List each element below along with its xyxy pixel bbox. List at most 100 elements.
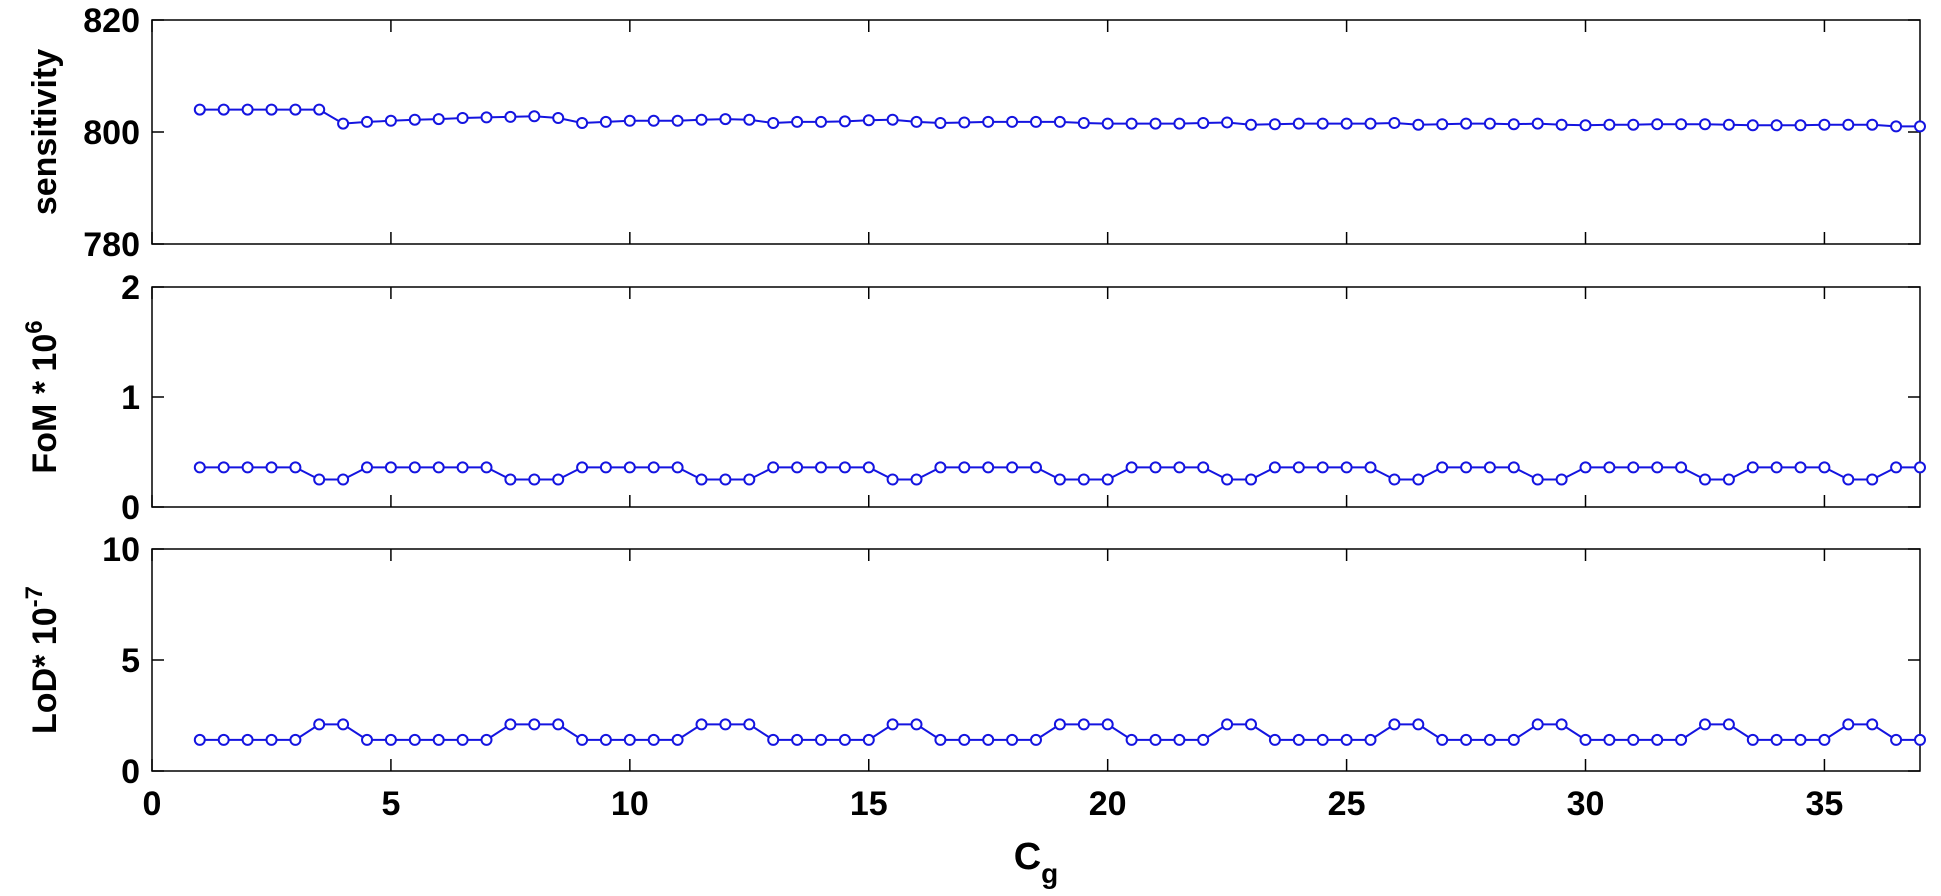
data-point xyxy=(1125,733,1138,746)
data-point xyxy=(504,718,517,731)
data-point xyxy=(910,718,923,731)
y-axis-label: sensitivity xyxy=(26,49,64,215)
data-point xyxy=(1316,461,1329,474)
y-tick-label: 800 xyxy=(83,114,140,152)
data-point xyxy=(1053,718,1066,731)
data-point xyxy=(313,473,326,486)
y-tick-label: 5 xyxy=(121,642,140,680)
data-point xyxy=(1699,718,1711,731)
data-point xyxy=(886,473,899,486)
data-point xyxy=(1030,115,1042,128)
data-point xyxy=(1914,461,1926,474)
data-point xyxy=(552,718,565,731)
data-point xyxy=(815,461,827,474)
data-point xyxy=(1866,473,1879,486)
data-point xyxy=(1483,733,1496,746)
data-point xyxy=(265,103,278,116)
data-point xyxy=(1818,733,1831,746)
data-point xyxy=(1699,118,1711,131)
data-point xyxy=(743,718,756,731)
data-point xyxy=(1531,117,1544,130)
data-point xyxy=(934,117,947,129)
data-point xyxy=(719,473,732,486)
data-point xyxy=(289,103,302,116)
data-point xyxy=(241,733,254,746)
data-point xyxy=(1507,733,1520,746)
data-point xyxy=(1890,733,1903,746)
data-point xyxy=(1173,461,1186,474)
data-point xyxy=(1818,118,1831,131)
data-point xyxy=(1006,461,1019,474)
data-point xyxy=(265,461,278,474)
y-tick-label: 780 xyxy=(83,226,140,264)
data-point xyxy=(1436,733,1449,746)
data-point xyxy=(408,733,421,746)
data-point xyxy=(671,461,684,474)
data-point xyxy=(241,461,254,474)
data-point xyxy=(934,733,947,746)
data-point xyxy=(1627,118,1640,131)
data-point xyxy=(623,733,636,746)
data-point xyxy=(1890,461,1903,474)
data-point xyxy=(1245,718,1257,731)
x-axis-label: Cg xyxy=(1014,836,1059,889)
axes-box xyxy=(151,286,1921,508)
data-point xyxy=(1555,118,1568,131)
data-point xyxy=(1268,733,1281,746)
data-point xyxy=(1173,117,1186,130)
data-point xyxy=(1006,115,1019,128)
data-point xyxy=(1890,120,1903,133)
data-point xyxy=(1603,733,1616,746)
data-point xyxy=(1842,118,1855,131)
data-point xyxy=(599,733,612,746)
data-point xyxy=(1221,718,1234,731)
data-point xyxy=(671,114,684,127)
data-point xyxy=(217,733,230,746)
data-point xyxy=(408,113,421,126)
x-tick-label: 5 xyxy=(381,785,400,823)
data-point xyxy=(1340,117,1353,130)
data-point xyxy=(1388,718,1401,731)
x-tick-label: 25 xyxy=(1328,785,1366,823)
data-point xyxy=(838,733,851,746)
data-point xyxy=(1699,473,1711,486)
data-point xyxy=(552,473,565,486)
x-tick-label: 15 xyxy=(850,785,888,823)
data-point xyxy=(1746,461,1759,474)
data-point xyxy=(982,115,995,128)
data-point xyxy=(958,733,971,746)
data-point xyxy=(1030,461,1042,474)
x-tick-label: 35 xyxy=(1806,785,1844,823)
y-tick-label: 10 xyxy=(102,531,140,569)
y-tick-label: 2 xyxy=(121,269,140,307)
data-point xyxy=(193,103,206,116)
data-point xyxy=(1125,117,1138,130)
data-point xyxy=(1627,733,1640,746)
data-point xyxy=(1101,117,1114,130)
data-point xyxy=(1651,118,1664,131)
data-point xyxy=(1722,118,1735,131)
data-point xyxy=(647,114,660,127)
data-point xyxy=(1675,733,1688,746)
data-point xyxy=(791,733,804,746)
data-point xyxy=(1316,733,1329,746)
data-point xyxy=(1292,733,1305,746)
data-point xyxy=(1077,718,1090,731)
data-point xyxy=(552,112,565,124)
data-point xyxy=(361,115,373,128)
data-point xyxy=(767,733,780,746)
data-point xyxy=(1030,733,1042,746)
data-point xyxy=(313,718,326,731)
data-point xyxy=(1842,718,1855,731)
x-tick-label: 10 xyxy=(611,785,649,823)
data-point xyxy=(1053,473,1066,486)
x-tick-label: 30 xyxy=(1567,785,1605,823)
data-point xyxy=(647,461,660,474)
data-point xyxy=(1149,117,1162,130)
data-point xyxy=(695,473,708,486)
data-point xyxy=(384,461,397,474)
data-point xyxy=(384,733,397,746)
data-point xyxy=(958,461,971,474)
data-point xyxy=(695,718,708,731)
